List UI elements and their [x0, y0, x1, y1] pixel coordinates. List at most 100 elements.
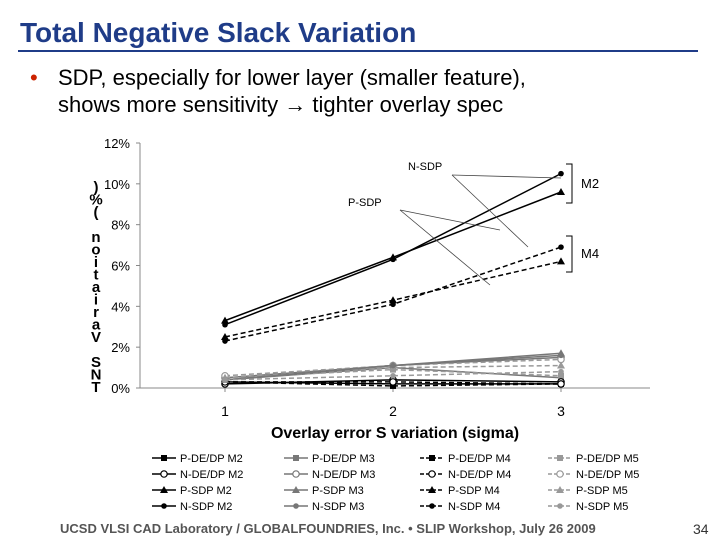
y-tick-label: 6% [111, 259, 130, 274]
legend-label: P-DE/DP M2 [180, 453, 243, 465]
legend-marker [160, 470, 168, 478]
bracket-m2 [566, 163, 573, 204]
legend-label: P-SDP M3 [312, 485, 364, 497]
callout-line [399, 209, 501, 231]
series-n-sdp-m5 [222, 368, 564, 383]
y-tick-label: 0% [111, 381, 130, 396]
x-tick-label: 2 [389, 403, 397, 419]
legend-item: P-DE/DP M5 [548, 453, 639, 465]
legend-item: N-SDP M5 [548, 501, 628, 513]
data-point [390, 301, 396, 308]
legend-label: P-DE/DP M5 [576, 453, 639, 465]
data-point [557, 188, 565, 195]
data-point [557, 257, 565, 265]
y-tick-label: 12% [104, 136, 130, 151]
y-tick-label: 2% [111, 340, 130, 355]
legend-marker [428, 486, 436, 493]
chart-legend: P-DE/DP M2 P-DE/DP M3 P-DE/DP M4 P-DE/DP M5… [152, 453, 639, 513]
legend-marker [160, 486, 168, 493]
legend-marker [429, 455, 435, 461]
bullet-line-1: SDP, especially for lower layer (smaller… [58, 65, 526, 90]
legend-item: P-SDP M2 [152, 485, 232, 497]
legend-label: N-DE/DP M2 [180, 469, 243, 481]
callout-line [399, 209, 491, 286]
title-rule [18, 50, 698, 52]
legend-marker [161, 503, 167, 509]
y-tick-label: 10% [104, 177, 130, 192]
data-point [390, 362, 396, 369]
legend-marker [292, 470, 300, 478]
bullet-line-2-b: tighter overlay spec [312, 92, 504, 117]
data-point [558, 244, 564, 250]
data-point [557, 380, 565, 388]
legend-label: P-SDP M2 [180, 485, 232, 497]
legend-marker [557, 503, 563, 509]
page-number: 34 [693, 521, 709, 537]
annotation-m2: M2 [581, 176, 599, 191]
legend-marker [556, 470, 564, 478]
bullet-line-2-a: shows more sensitivity [58, 92, 279, 117]
legend-marker [556, 486, 564, 493]
data-point [389, 296, 397, 304]
legend-item: N-DE/DP M5 [548, 469, 639, 481]
legend-label: P-DE/DP M4 [448, 453, 511, 465]
legend-item: N-DE/DP M3 [284, 469, 375, 481]
legend-item: N-SDP M2 [152, 501, 232, 513]
data-point [558, 170, 564, 177]
chart-annotations: N-SDP P-SDP M2 M4 [348, 161, 599, 286]
data-point [221, 316, 229, 324]
legend-item: P-SDP M4 [420, 485, 500, 497]
annotation-m4: M4 [581, 246, 599, 261]
legend-item: N-DE/DP M2 [152, 469, 243, 481]
legend-marker [292, 486, 300, 493]
legend-label: P-DE/DP M3 [312, 453, 375, 465]
legend-label: N-SDP M3 [312, 501, 364, 513]
data-point [389, 378, 397, 386]
legend-item: P-DE/DP M2 [152, 453, 243, 465]
footer-text: UCSD VLSI CAD Laboratory / GLOBALFOUNDRI… [60, 521, 596, 536]
legend-item: P-SDP M3 [284, 485, 364, 497]
data-point [221, 332, 229, 340]
series-n-sdp-m2 [222, 170, 564, 328]
legend-marker [428, 470, 436, 478]
legend-label: N-SDP M2 [180, 501, 232, 513]
arrow-icon: → [284, 92, 307, 117]
data-point [558, 352, 564, 359]
legend-item: P-DE/DP M4 [420, 453, 511, 465]
bracket-m4 [566, 235, 573, 273]
x-tick-label: 1 [221, 403, 229, 419]
chart-axes: 0% 2% 4% 6% 8% 10% 12% 1 2 3 Overlay error S varia… [89, 136, 650, 442]
legend-label: N-DE/DP M5 [576, 469, 639, 481]
bullet-line-2: shows more sensitivity → tighter overlay… [58, 91, 503, 118]
data-point [558, 368, 564, 375]
y-tick-label: 4% [111, 299, 130, 314]
data-point [222, 338, 228, 344]
callout-line [451, 174, 529, 248]
data-point [390, 382, 396, 389]
data-point [557, 361, 565, 369]
annotation-p-sdp: P-SDP [348, 197, 382, 209]
series-p-sdp-m4 [221, 257, 565, 340]
chart-series [221, 170, 565, 389]
data-point [390, 256, 396, 263]
legend-marker [557, 455, 563, 461]
legend-marker [429, 503, 435, 509]
callout-line [451, 174, 562, 179]
legend-marker [293, 455, 299, 461]
legend-marker [293, 503, 299, 509]
legend-item: P-DE/DP M3 [284, 453, 375, 465]
y-tick-label: 8% [111, 218, 130, 233]
legend-label: N-DE/DP M3 [312, 469, 375, 481]
legend-label: P-SDP M5 [576, 485, 628, 497]
legend-label: P-SDP M4 [448, 485, 500, 497]
legend-item: N-SDP M4 [420, 501, 500, 513]
data-point [390, 372, 396, 379]
slide-title: Total Negative Slack Variation [20, 17, 417, 48]
legend-item: N-DE/DP M4 [420, 469, 511, 481]
legend-label: N-SDP M4 [448, 501, 500, 513]
bullet-icon: • [30, 65, 38, 90]
series-n-sdp-m4 [222, 244, 564, 344]
x-tick-label: 3 [557, 403, 565, 419]
